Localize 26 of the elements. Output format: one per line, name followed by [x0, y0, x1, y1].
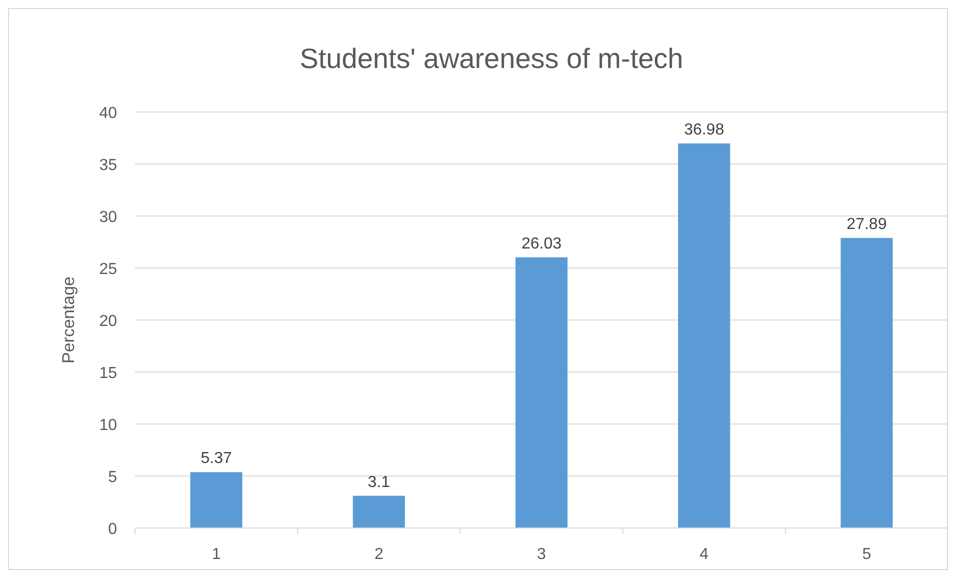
y-tick-label: 40	[99, 105, 118, 122]
bar	[352, 496, 405, 528]
x-tick-label: 3	[537, 546, 546, 563]
y-tick-label: 25	[99, 261, 118, 278]
y-axis-title: Percentage	[59, 276, 78, 364]
y-tick-label: 0	[108, 521, 118, 538]
bar	[840, 238, 893, 528]
y-tick-label: 35	[99, 157, 118, 174]
y-tick-label: 15	[99, 365, 118, 382]
data-label: 26.03	[521, 235, 562, 252]
y-tick-label: 20	[99, 313, 118, 330]
y-tick-label: 10	[99, 417, 118, 434]
chart-title: Students' awareness of m-tech	[300, 43, 684, 74]
data-label: 3.1	[368, 474, 390, 491]
data-label: 36.98	[684, 121, 724, 138]
x-tick-label: 1	[212, 546, 221, 563]
bar	[678, 143, 730, 528]
y-tick-label: 30	[99, 209, 118, 226]
y-tick-label: 5	[108, 469, 118, 486]
x-tick-label: 2	[374, 546, 384, 563]
bar	[515, 257, 568, 528]
data-label: 5.37	[200, 450, 232, 468]
data-label: 27.89	[846, 216, 887, 233]
x-tick-label: 5	[862, 546, 872, 563]
bar	[190, 472, 242, 528]
x-tick-label: 4	[700, 546, 709, 563]
